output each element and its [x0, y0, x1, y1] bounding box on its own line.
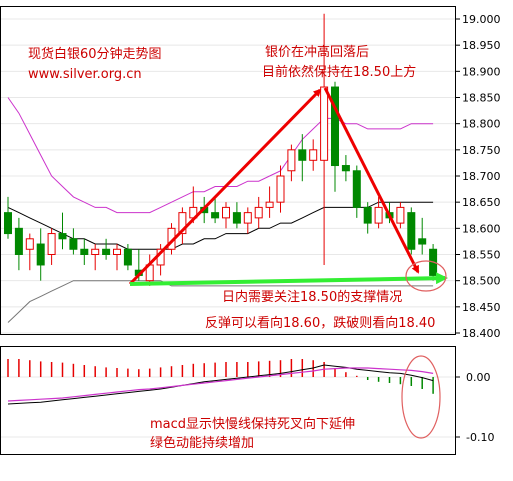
macd-tick-label: 0.00 [466, 371, 491, 384]
macd-tick-label: -0.10 [466, 431, 494, 444]
price-tick-label: 18.600 [462, 222, 501, 235]
candle-body [25, 238, 34, 250]
candle-body [69, 238, 78, 250]
candle-body [331, 86, 339, 167]
price-tick-label: 18.550 [462, 249, 501, 262]
site-url-text: www.silver.org.cn [28, 67, 142, 82]
macd-note-line2: 绿色动能持续增加 [150, 435, 254, 451]
candle-body [265, 201, 274, 208]
candle-body [178, 212, 187, 235]
price-tick-label: 18.500 [462, 275, 501, 288]
price-axis-ticks: 19.000 18.950 18.900 18.850 18.800 18.750 18.7… [455, 13, 501, 340]
price-tick-label: 18.450 [462, 301, 501, 314]
candle-body [102, 248, 111, 255]
price-tick-label: 18.750 [462, 144, 501, 157]
candle-body [4, 212, 12, 235]
price-highlight-circle [405, 260, 447, 292]
price-gridlines [1, 18, 455, 334]
candle-body [80, 248, 89, 255]
peak-note-line2: 目前依然保持在18.50上方 [262, 64, 416, 80]
price-tick-label: 18.850 [462, 92, 501, 105]
macd-lines [7, 364, 434, 405]
candle-body [298, 149, 307, 161]
upper-band-line [7, 97, 434, 214]
candle-body [243, 212, 252, 224]
candle-body [320, 86, 329, 161]
candle-body [407, 212, 416, 250]
candle-body [36, 243, 45, 266]
macd-highlight-circle [401, 355, 441, 439]
price-tick-label: 18.900 [462, 65, 501, 78]
candle-body [113, 248, 121, 255]
candle-body [222, 206, 230, 219]
downtrend-arrow [323, 87, 420, 274]
support-note: 日内需要关注18.50的支撑情况 [222, 289, 402, 305]
candle-body [363, 206, 372, 224]
candle-body [309, 149, 318, 161]
price-tick-label: 18.700 [462, 170, 501, 183]
candle-body [276, 175, 285, 203]
macd-dif-line [7, 364, 434, 405]
outlook-note: 反弹可以看向18.60，跌破则看向18.40 [205, 315, 435, 331]
price-tick-label: 18.950 [462, 39, 501, 52]
middle-band-line [7, 201, 434, 250]
price-tick-label: 19.000 [462, 13, 501, 26]
candle-body [47, 233, 56, 255]
lower-band-line [7, 280, 434, 323]
price-tick-label: 18.650 [462, 196, 501, 209]
candle-body [352, 170, 361, 208]
bollinger-bands [7, 97, 434, 323]
candle-body [341, 165, 350, 172]
candle-body [211, 212, 220, 219]
candle-body [58, 233, 67, 240]
candle-body [254, 206, 263, 219]
uptrend-arrow [128, 88, 322, 286]
candle-body [14, 227, 23, 255]
candle-body [374, 206, 383, 224]
support-arrow [129, 272, 448, 286]
macd-dea-line [7, 367, 434, 402]
macd-axis-ticks: 0.00 -0.10 [455, 371, 494, 444]
price-tick-label: 18.400 [462, 327, 501, 340]
candle-body [123, 248, 132, 266]
candle-body [418, 238, 427, 245]
price-tick-label: 18.800 [462, 118, 501, 131]
candle-body [232, 212, 241, 224]
chart-title-text: 现货白银60分钟走势图 [28, 46, 162, 62]
candle-body [91, 248, 100, 255]
peak-note-line1: 银价在冲高回落后 [265, 44, 369, 60]
candle-body [396, 206, 405, 224]
candle-body [287, 149, 296, 172]
macd-note-line1: macd显示快慢线保持死叉向下延伸 [150, 416, 355, 432]
